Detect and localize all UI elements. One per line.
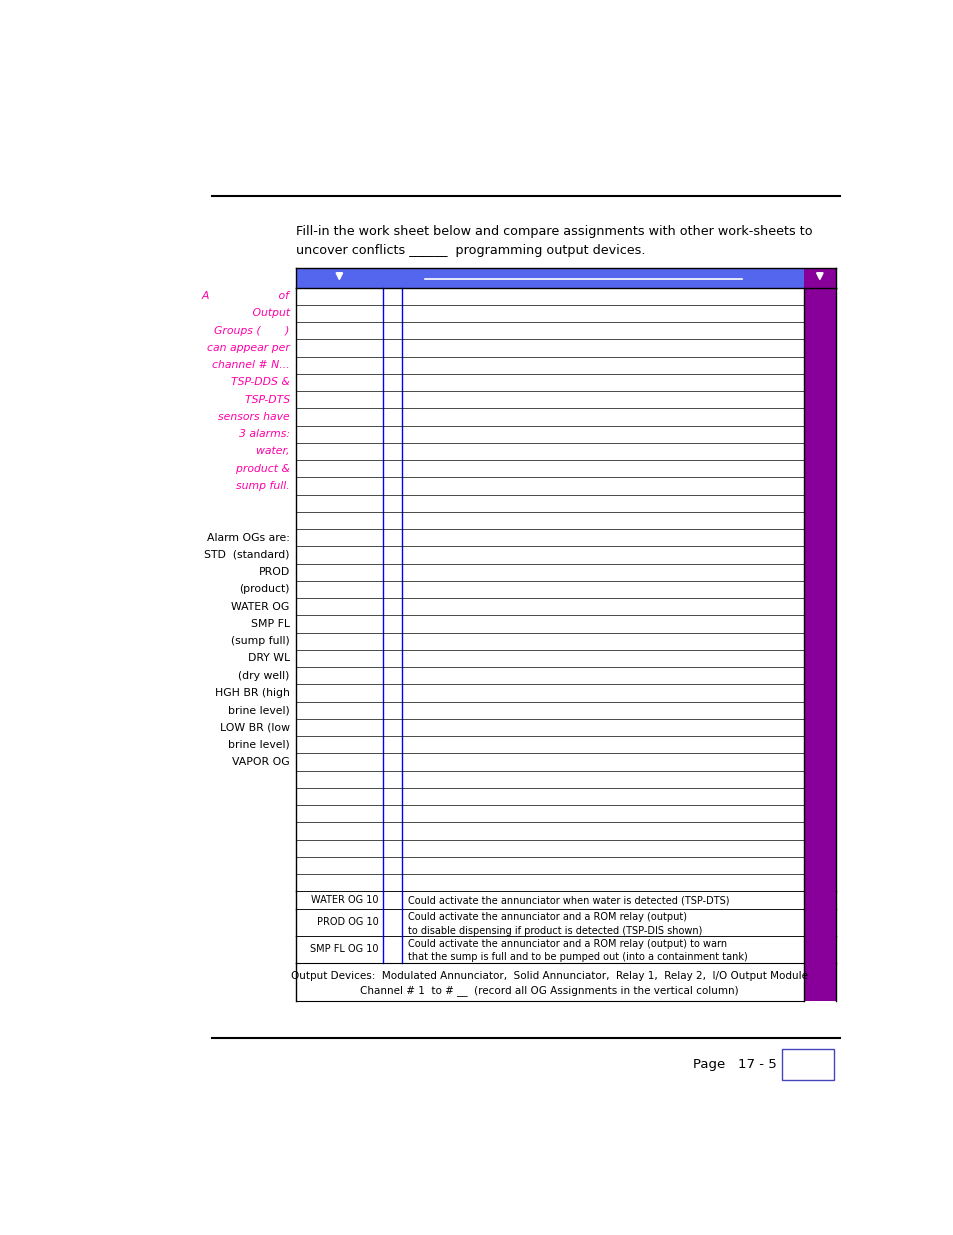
Bar — [295, 268, 802, 288]
Text: Alarm OGs are:: Alarm OGs are: — [207, 532, 290, 542]
Text: can appear per: can appear per — [207, 343, 290, 353]
Text: Could activate the annunciator and a ROM relay (output): Could activate the annunciator and a ROM… — [408, 911, 686, 923]
Bar — [802, 936, 835, 963]
Text: PROD OG 10: PROD OG 10 — [316, 918, 378, 927]
Bar — [802, 288, 835, 892]
Text: DRY WL: DRY WL — [248, 653, 290, 663]
Text: STD  (standard): STD (standard) — [204, 550, 290, 559]
Text: HGH BR (high: HGH BR (high — [214, 688, 290, 698]
Text: Fill-in the work sheet below and compare assignments with other work-sheets to: Fill-in the work sheet below and compare… — [295, 225, 812, 238]
Text: (product): (product) — [239, 584, 290, 594]
Text: Groups (       ): Groups ( ) — [214, 326, 290, 336]
Text: sump full.: sump full. — [229, 480, 290, 492]
Text: brine level): brine level) — [221, 705, 290, 715]
Text: SMP FL: SMP FL — [251, 619, 290, 629]
Bar — [802, 268, 835, 288]
Text: uncover conflicts ______  programming output devices.: uncover conflicts ______ programming out… — [295, 245, 645, 257]
Text: Output: Output — [228, 309, 290, 319]
Text: Could activate the annunciator and a ROM relay (output) to warn: Could activate the annunciator and a ROM… — [408, 939, 727, 948]
Text: water,: water, — [249, 446, 290, 457]
Text: VAPOR OG: VAPOR OG — [232, 757, 290, 767]
Text: product &: product & — [229, 463, 290, 474]
Text: WATER OG 10: WATER OG 10 — [311, 895, 378, 905]
Text: TSP-DTS: TSP-DTS — [237, 395, 290, 405]
Text: LOW BR (low: LOW BR (low — [219, 722, 290, 732]
Text: Output Devices:  Modulated Annunciator,  Solid Annunciator,  Relay 1,  Relay 2, : Output Devices: Modulated Annunciator, S… — [291, 971, 807, 981]
Text: channel # N...: channel # N... — [212, 361, 290, 370]
Text: that the sump is full and to be pumped out (into a containment tank): that the sump is full and to be pumped o… — [408, 952, 747, 962]
Text: to disable dispensing if product is detected (TSP-DIS shown): to disable dispensing if product is dete… — [408, 925, 702, 936]
Text: TSP-DDS &: TSP-DDS & — [224, 378, 290, 388]
Text: WATER OG: WATER OG — [232, 601, 290, 611]
Text: sensors have: sensors have — [211, 412, 290, 422]
Bar — [802, 909, 835, 936]
Text: Channel # 1  to # __  (record all OG Assignments in the vertical column): Channel # 1 to # __ (record all OG Assig… — [360, 986, 739, 997]
Text: SMP FL OG 10: SMP FL OG 10 — [310, 945, 378, 955]
Text: brine level): brine level) — [221, 740, 290, 750]
Text: A                    of: A of — [201, 291, 290, 301]
Bar — [781, 1049, 833, 1079]
Text: Page   17 - 5: Page 17 - 5 — [692, 1058, 776, 1071]
Bar — [802, 963, 835, 1002]
Bar — [802, 892, 835, 909]
Text: (sump full): (sump full) — [224, 636, 290, 646]
Text: (dry well): (dry well) — [232, 671, 290, 680]
Text: PROD: PROD — [258, 567, 290, 577]
Text: Could activate the annunciator when water is detected (TSP-DTS): Could activate the annunciator when wate… — [408, 895, 729, 905]
Text: 3 alarms:: 3 alarms: — [232, 430, 290, 440]
